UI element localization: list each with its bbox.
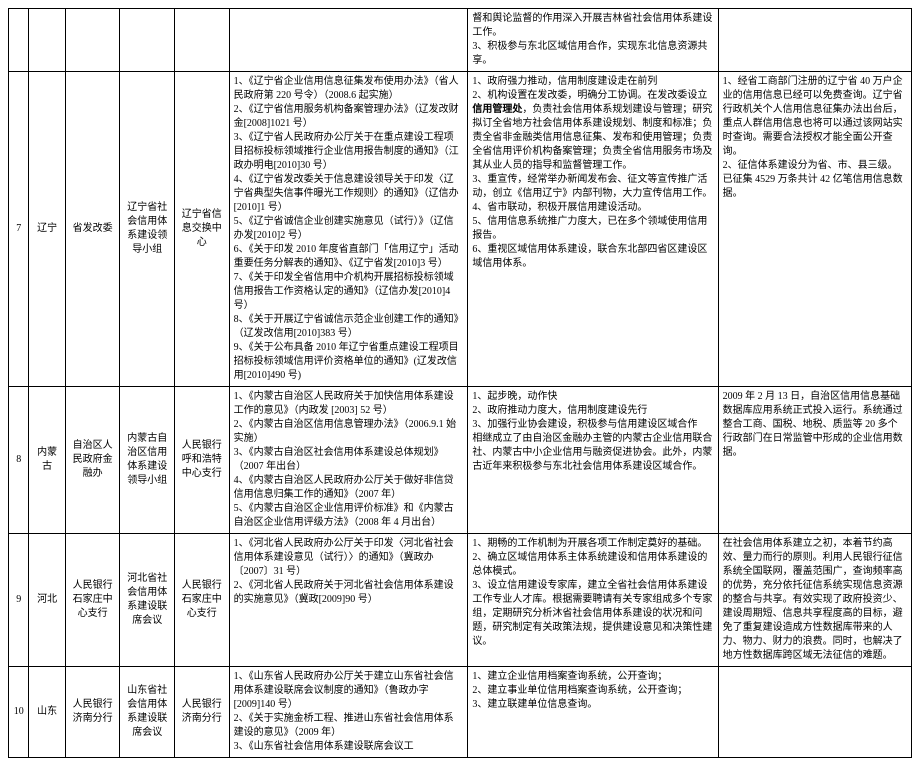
support-cell: 人民银行济南分行 (175, 667, 230, 758)
table-row: 10山东人民银行济南分行山东省社会信用体系建设联席会议人民银行济南分行1、《山东… (9, 667, 912, 758)
province-cell: 辽宁 (29, 72, 65, 387)
table-row: 督和舆论监督的作用深入开展吉林省社会信用体系建设工作。3、积极参与东北区域信用合… (9, 9, 912, 72)
features-cell: 1、政府强力推动，信用制度建设走在前列2、机构设置在发改委，明确分工协调。在发改… (468, 72, 718, 387)
progress-cell: 在社会信用体系建立之初，本着节约高效、量力而行的原则。利用人民银行征信系统全国联… (718, 534, 911, 667)
province-cell: 河北 (29, 534, 65, 667)
progress-cell: 2009 年 2 月 13 日，自治区信用信息基础数据库应用系统正式投入运行。系… (718, 387, 911, 534)
table-row: 8内蒙古自治区人民政府金融办内蒙古自治区信用体系建设领导小组人民银行呼和浩特中心… (9, 387, 912, 534)
features-cell: 1、期畅的工作机制为开展各项工作制定奠好的基础。2、确立区域信用体系主体系统建设… (468, 534, 718, 667)
docs-cell: 1、《辽宁省企业信用信息征集发布使用办法》（省人民政府第 220 号令）（200… (229, 72, 468, 387)
continuation-cell (718, 9, 911, 72)
body-cell: 内蒙古自治区信用体系建设领导小组 (120, 387, 175, 534)
table-row: 9河北人民银行石家庄中心支行河北省社会信用体系建设联席会议人民银行石家庄中心支行… (9, 534, 912, 667)
seq-cell: 8 (9, 387, 29, 534)
features-cell: 督和舆论监督的作用深入开展吉林省社会信用体系建设工作。3、积极参与东北区域信用合… (468, 9, 718, 72)
body-cell: 辽宁省社会信用体系建设领导小组 (120, 72, 175, 387)
continuation-cell (9, 9, 29, 72)
docs-cell: 1、《内蒙古自治区人民政府关于加快信用体系建设工作的意见》（内政发 [2003]… (229, 387, 468, 534)
body-cell: 山东省社会信用体系建设联席会议 (120, 667, 175, 758)
docs-cell: 1、《山东省人民政府办公厅关于建立山东省社会信用体系建设联席会议制度的通知》（鲁… (229, 667, 468, 758)
support-cell: 人民银行呼和浩特中心支行 (175, 387, 230, 534)
lead-cell: 人民银行石家庄中心支行 (65, 534, 120, 667)
docs-cell: 1、《河北省人民政府办公厅关于印发〈河北省社会信用体系建设意见（试行）〉的通知》… (229, 534, 468, 667)
continuation-cell (120, 9, 175, 72)
continuation-cell (29, 9, 65, 72)
lead-cell: 人民银行济南分行 (65, 667, 120, 758)
credit-system-table: 督和舆论监督的作用深入开展吉林省社会信用体系建设工作。3、积极参与东北区域信用合… (8, 8, 912, 758)
lead-cell: 自治区人民政府金融办 (65, 387, 120, 534)
progress-cell: 1、经省工商部门注册的辽宁省 40 万户企业的信用信息已经可以免费查询。辽宁省行… (718, 72, 911, 387)
features-cell: 1、起步晚，动作快2、政府推动力度大，信用制度建设先行3、加强行业协会建设，积极… (468, 387, 718, 534)
seq-cell: 10 (9, 667, 29, 758)
empty-cell (718, 667, 911, 758)
continuation-cell (65, 9, 120, 72)
seq-cell: 9 (9, 534, 29, 667)
body-cell: 河北省社会信用体系建设联席会议 (120, 534, 175, 667)
lead-cell: 省发改委 (65, 72, 120, 387)
seq-cell: 7 (9, 72, 29, 387)
province-cell: 山东 (29, 667, 65, 758)
continuation-cell (175, 9, 230, 72)
province-cell: 内蒙古 (29, 387, 65, 534)
continuation-cell (229, 9, 468, 72)
table-row: 7辽宁省发改委辽宁省社会信用体系建设领导小组辽宁省信息交换中心1、《辽宁省企业信… (9, 72, 912, 387)
support-cell: 人民银行石家庄中心支行 (175, 534, 230, 667)
features-cell: 1、建立企业信用档案查询系统，公开查询；2、建立事业单位信用档案查询系统，公开查… (468, 667, 718, 758)
support-cell: 辽宁省信息交换中心 (175, 72, 230, 387)
